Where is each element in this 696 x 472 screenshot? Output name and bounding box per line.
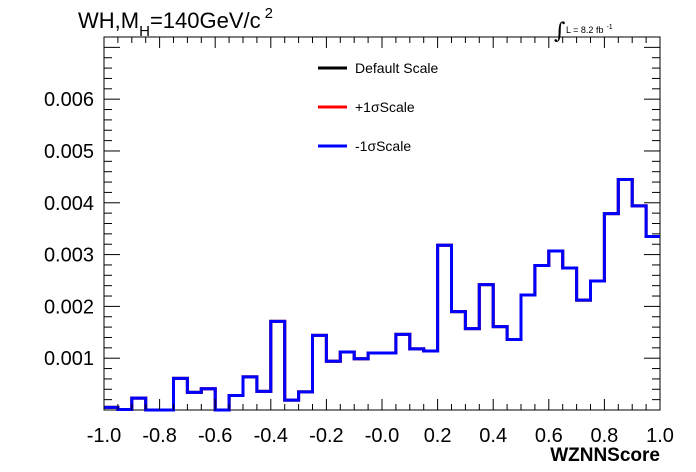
y-tick-label: 0.006 bbox=[44, 89, 94, 111]
lumi-text: L = 8.2 fb -1 bbox=[566, 24, 613, 35]
chart-title: WH,MH=140GeV/c 2 bbox=[78, 5, 273, 40]
legend-label-1: +1σScale bbox=[355, 99, 415, 115]
title-superscript: 2 bbox=[265, 5, 273, 22]
y-tick-label: 0.004 bbox=[44, 193, 94, 215]
y-tick-label: 0.003 bbox=[44, 245, 94, 267]
legend: Default Scale +1σScale -1σScale bbox=[318, 60, 438, 154]
x-tick-label: -0.2 bbox=[309, 425, 343, 447]
x-tick-label: 0.4 bbox=[479, 425, 507, 447]
legend-label-2: -1σScale bbox=[355, 138, 411, 154]
x-tick-label: -1.0 bbox=[87, 425, 121, 447]
legend-label-0: Default Scale bbox=[355, 60, 438, 76]
x-tick-label: 0.2 bbox=[424, 425, 452, 447]
x-tick-label: 1.0 bbox=[646, 425, 674, 447]
title-subscript: H bbox=[139, 23, 150, 40]
y-tick-label: 0.002 bbox=[44, 296, 94, 318]
y-axis-ticks: 0.001 0.002 0.003 0.004 0.005 0.006 bbox=[44, 36, 660, 401]
x-tick-label: 0.6 bbox=[535, 425, 563, 447]
integral-icon: ∫ bbox=[554, 19, 566, 44]
x-axis-ticks: -1.0 -0.8 -0.6 -0.4 -0.2 -0.0 0.2 0.4 0.6 0.8 1.0 bbox=[87, 37, 674, 447]
y-tick-label: 0.005 bbox=[44, 141, 94, 163]
x-tick-label: -0.6 bbox=[198, 425, 232, 447]
lumi-label: L = 8.2 fb bbox=[566, 25, 603, 35]
x-tick-label: -0.8 bbox=[142, 425, 176, 447]
lumi-superscript: -1 bbox=[606, 24, 612, 31]
histogram-series-group bbox=[104, 177, 660, 412]
series-line-2 bbox=[104, 177, 660, 412]
x-axis-label: WZNNScore bbox=[550, 445, 660, 466]
title-rest: =140GeV/c bbox=[150, 8, 261, 33]
x-tick-label: -0.4 bbox=[254, 425, 288, 447]
title-main: WH,M bbox=[78, 8, 139, 33]
x-tick-label: 0.8 bbox=[590, 425, 618, 447]
x-tick-label: -0.0 bbox=[365, 425, 399, 447]
y-tick-label: 0.001 bbox=[44, 348, 94, 370]
